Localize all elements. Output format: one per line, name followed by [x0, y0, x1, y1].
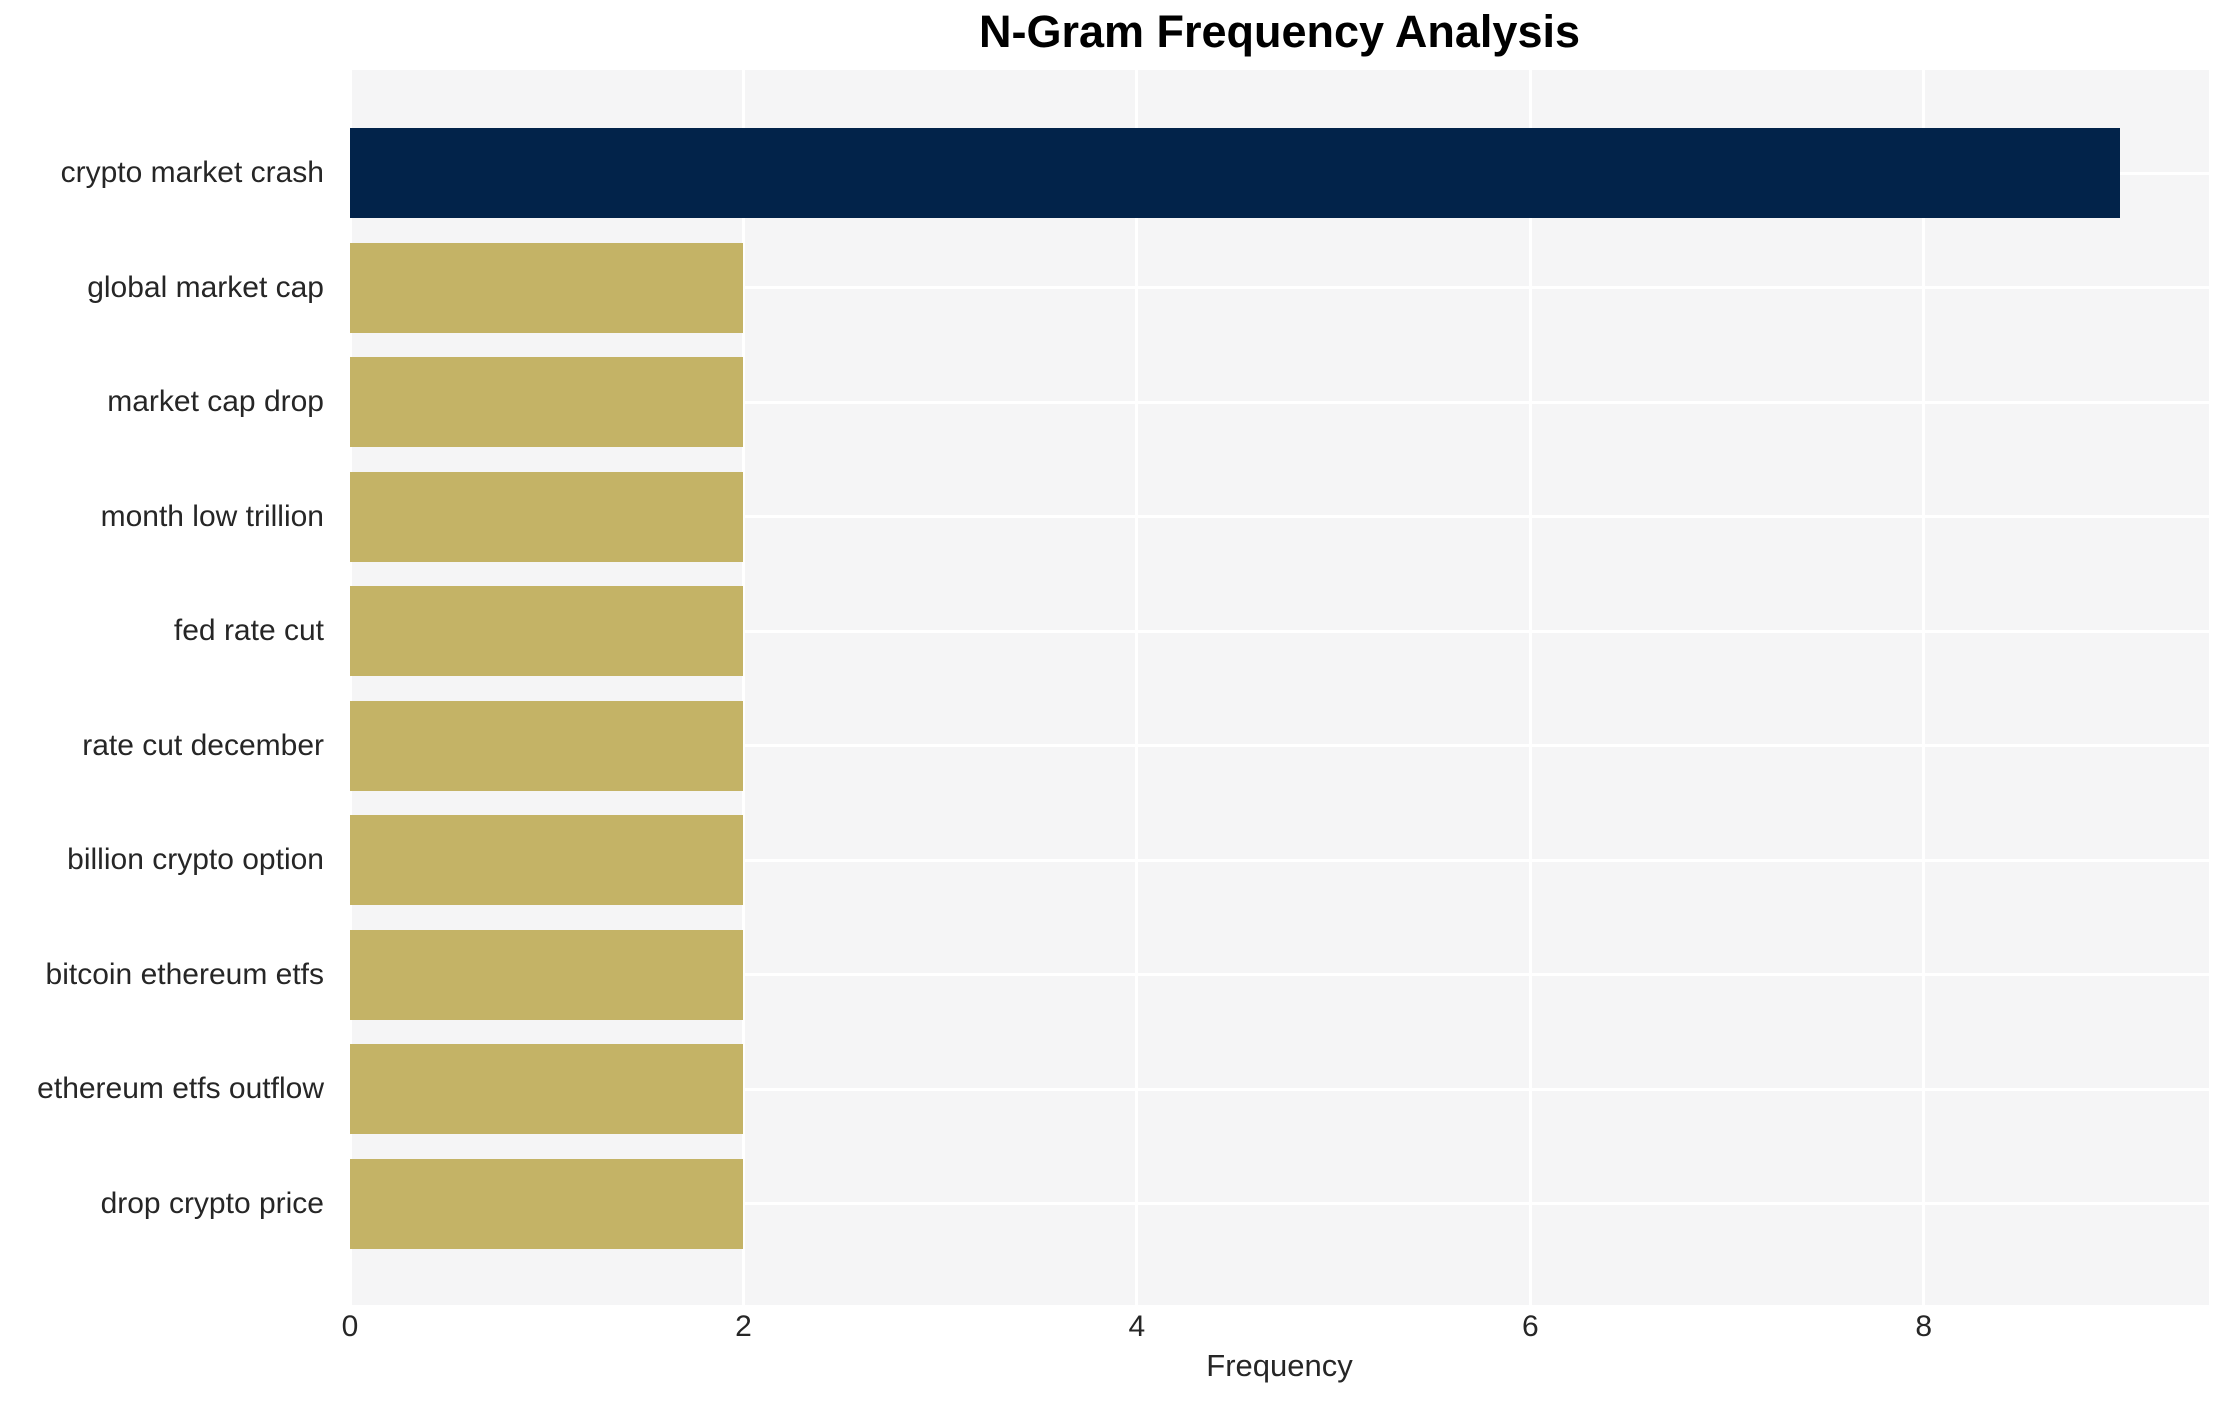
- x-axis-tick-label: 6: [1521, 1310, 1539, 1343]
- grid-line-horizontal: [350, 744, 2209, 747]
- bar: [350, 815, 744, 905]
- grid-line-horizontal: [350, 286, 2209, 289]
- grid-line-horizontal: [350, 858, 2209, 862]
- grid-line-horizontal: [350, 1202, 2209, 1205]
- category-label: fed rate cut: [173, 614, 324, 647]
- plot-area: [348, 70, 2209, 1305]
- bar: [350, 357, 744, 447]
- bar: [350, 929, 744, 1020]
- grid-line-horizontal: [350, 629, 2209, 633]
- x-axis-label: Frequency: [1206, 1348, 1353, 1383]
- grid-line-vertical: [1135, 70, 1139, 1305]
- category-label: crypto market crash: [60, 156, 324, 189]
- category-label: rate cut december: [82, 728, 324, 762]
- grid-line-horizontal: [350, 400, 2209, 404]
- bar: [350, 242, 744, 333]
- category-label: global market cap: [87, 270, 324, 304]
- x-axis-tick-label: 0: [341, 1310, 359, 1343]
- grid-line-vertical: [348, 70, 352, 1305]
- x-axis-tick-label: 4: [1128, 1310, 1146, 1343]
- grid-line-vertical: [741, 70, 745, 1305]
- category-labels: crypto market crash global market cap mark…: [0, 70, 336, 1305]
- category-label: month low trillion: [100, 499, 324, 533]
- x-axis-tick-label: 8: [1915, 1310, 1933, 1343]
- grid-line-horizontal: [350, 1087, 2209, 1091]
- category-label: ethereum etfs outflow: [37, 1072, 324, 1105]
- grid-line-vertical: [1528, 70, 1532, 1305]
- bar: [350, 128, 2121, 218]
- x-axis-tick-label: 2: [735, 1310, 752, 1343]
- grid-line-horizontal: [350, 515, 2209, 518]
- category-label: bitcoin ethereum etfs: [45, 957, 324, 991]
- bar: [350, 1044, 744, 1134]
- bar: [350, 1158, 744, 1249]
- grid-line-horizontal: [350, 973, 2209, 976]
- category-label: billion crypto option: [67, 843, 324, 876]
- bar: [350, 700, 744, 791]
- chart-title: N-Gram Frequency Analysis: [978, 6, 1581, 57]
- bar: [350, 471, 744, 562]
- grid-line-vertical: [1922, 70, 1926, 1305]
- category-label: drop crypto price: [100, 1186, 324, 1220]
- category-label: market cap drop: [107, 385, 324, 418]
- bar: [350, 586, 744, 676]
